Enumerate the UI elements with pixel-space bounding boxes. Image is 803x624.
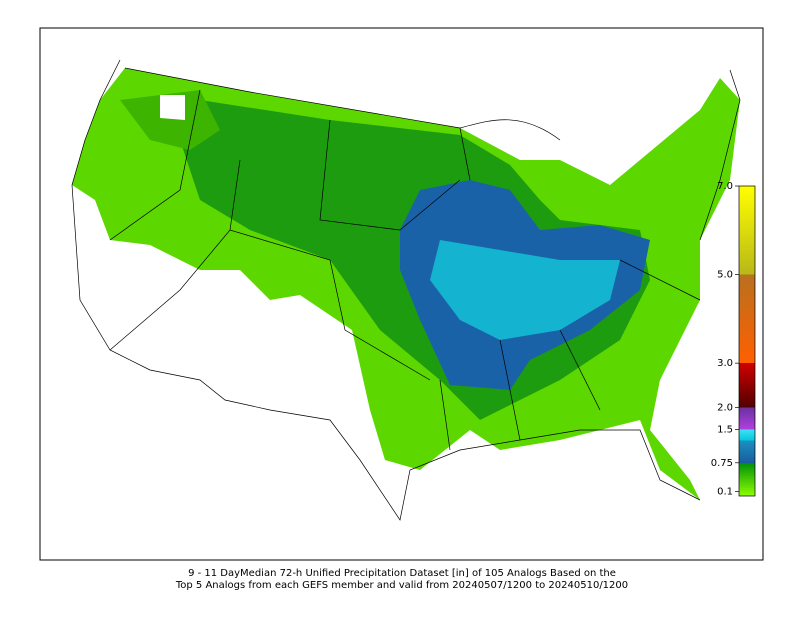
colorbar-tick-label: 1.5 — [717, 425, 733, 436]
caption-line: 9 - 11 DayMedian 72-h Unified Precipitat… — [188, 568, 616, 579]
colorbar: 0.1 0.75 1.5 2.0 3.0 5.0 7.0 — [711, 181, 756, 498]
colorbar-tick-label: 0.75 — [711, 458, 733, 469]
caption-line: Top 5 Analogs from each GEFS member and … — [175, 580, 628, 591]
precip-field — [72, 68, 740, 500]
colorbar-tick-label: 3.0 — [717, 358, 733, 369]
colorbar-fill — [738, 185, 756, 497]
colorbar-tick-label: 2.0 — [717, 402, 733, 413]
colorbar-tick-label: 5.0 — [717, 270, 733, 281]
colorbar-tick-label: 0.1 — [717, 487, 733, 498]
boundaries — [71, 59, 741, 521]
colorbar-tick-label: 7.0 — [717, 181, 733, 192]
